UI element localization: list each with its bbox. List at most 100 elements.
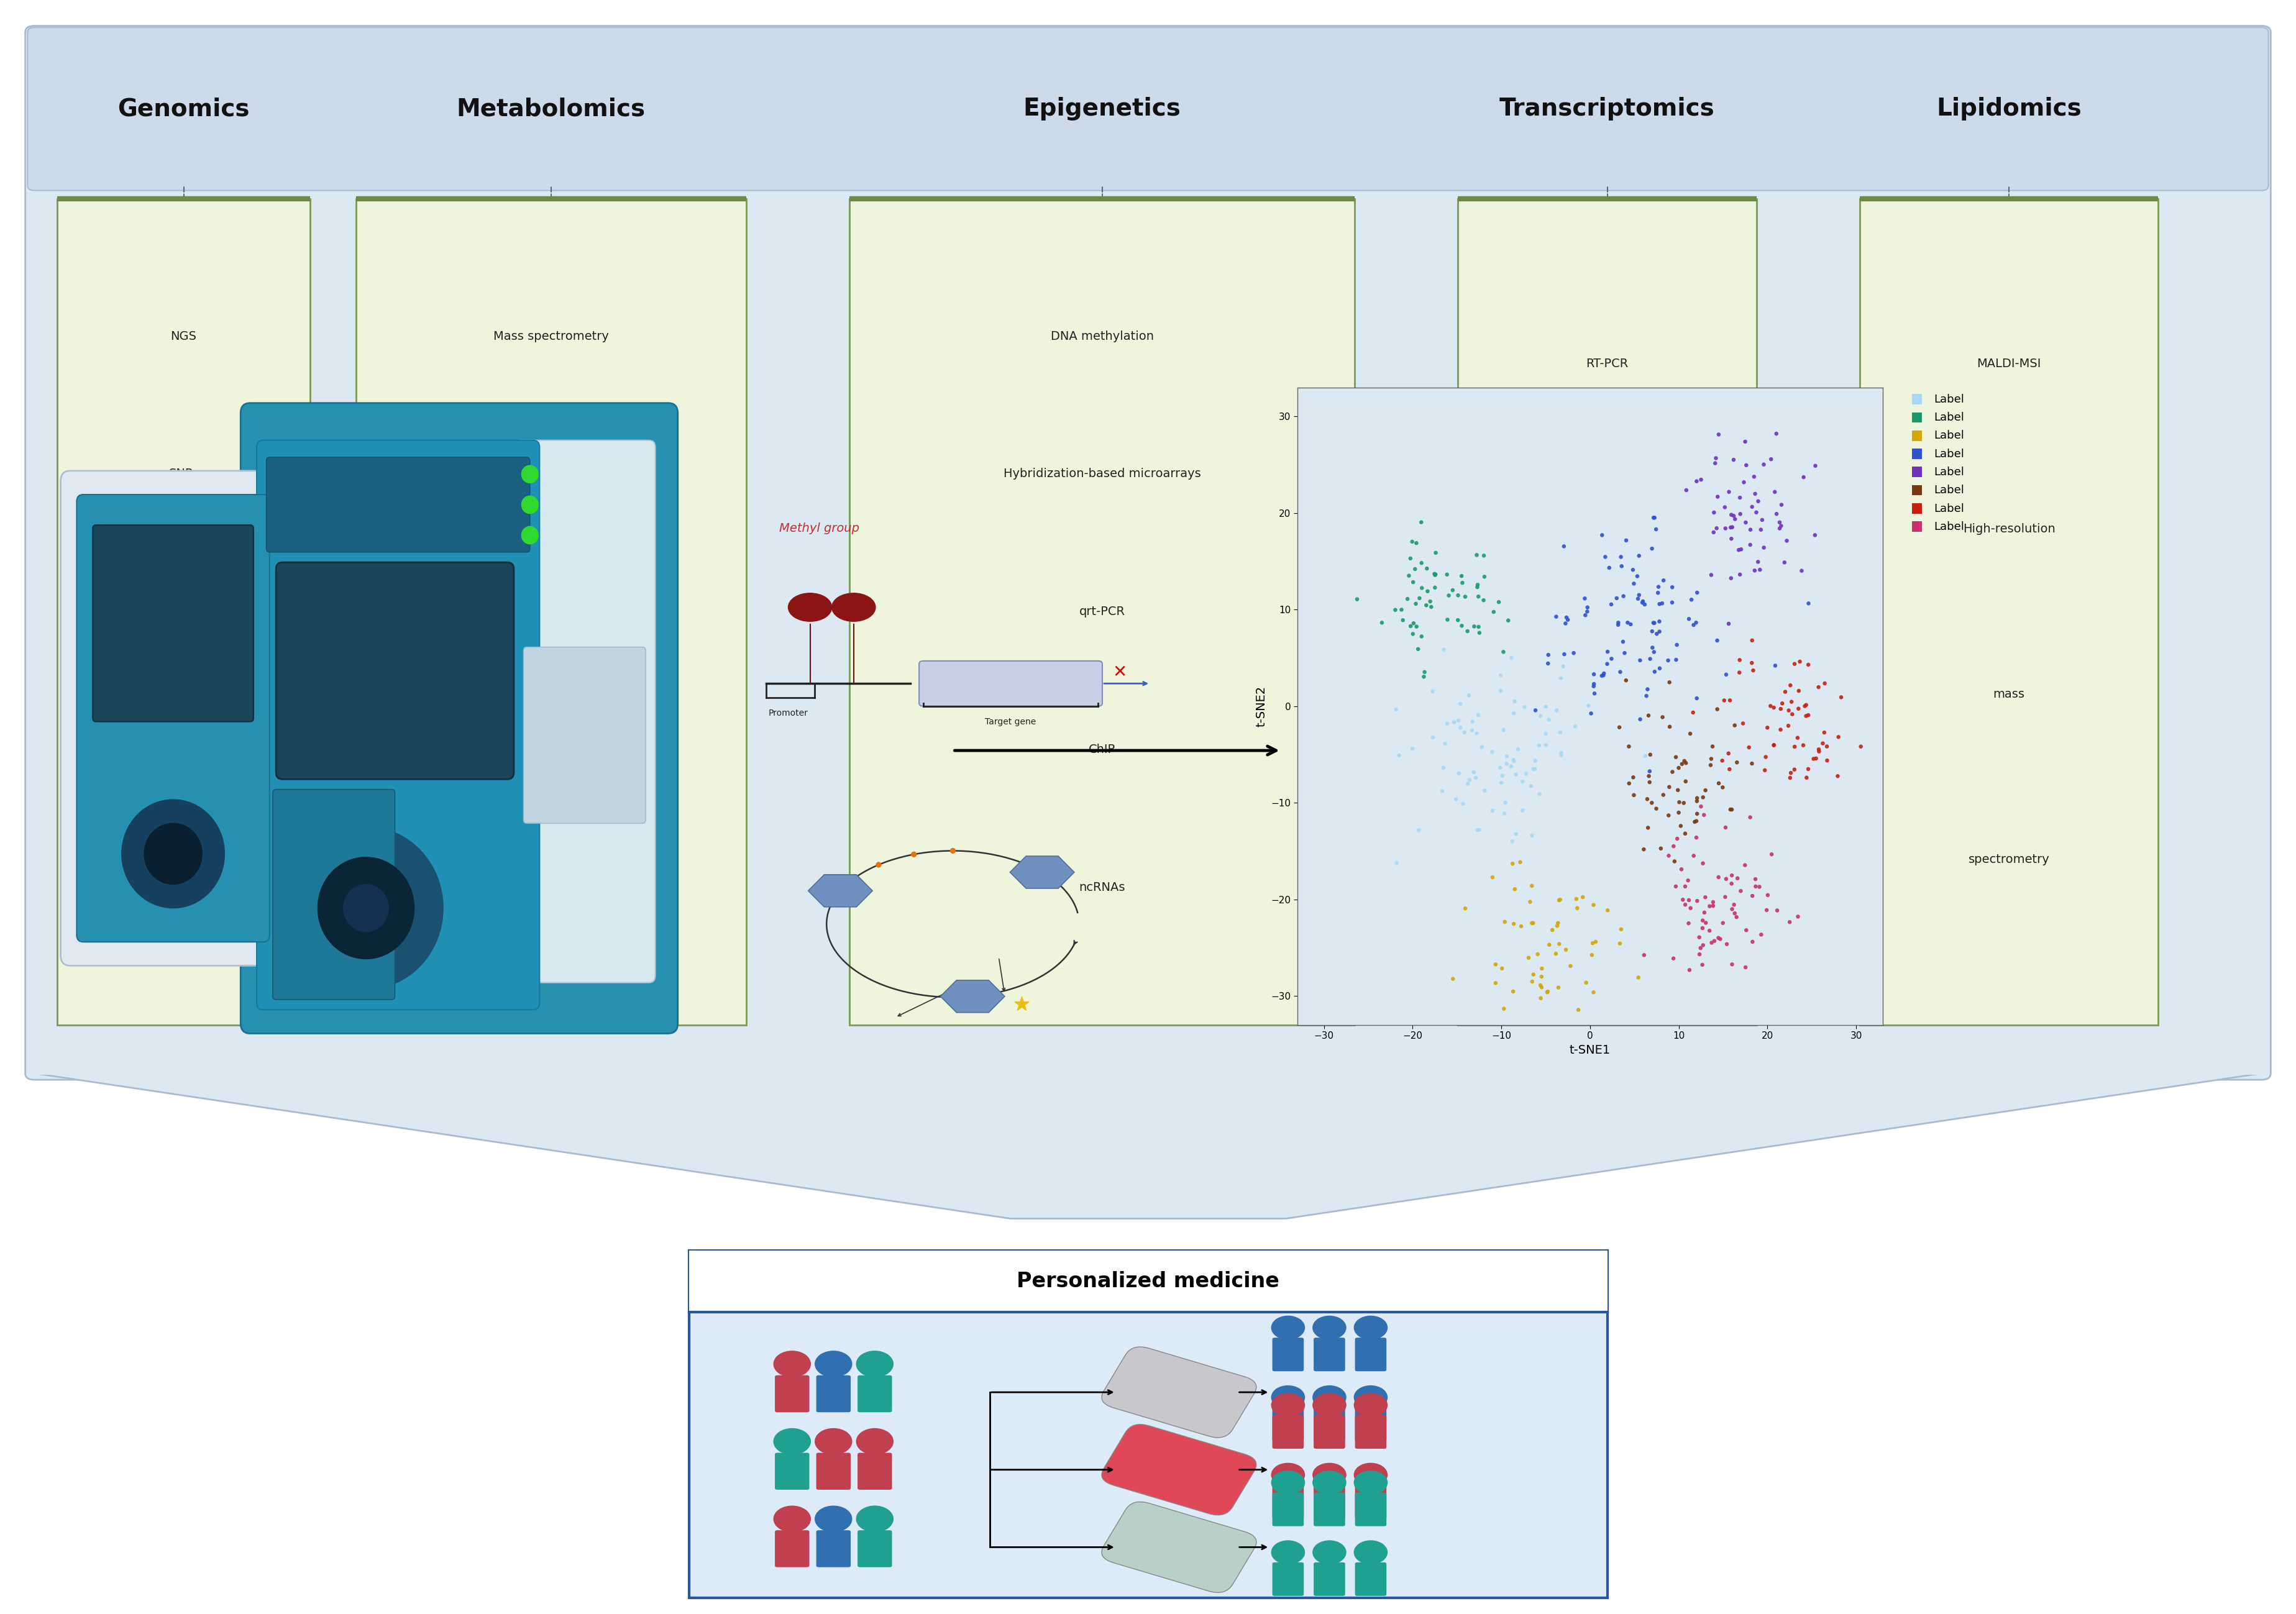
- Point: [1651, 802, 1688, 828]
- Point: [1603, 554, 1639, 579]
- Point: [1520, 733, 1557, 759]
- Point: [1655, 946, 1692, 972]
- Circle shape: [145, 823, 202, 884]
- Point: [1506, 694, 1543, 720]
- FancyBboxPatch shape: [1313, 1493, 1345, 1527]
- Point: [1768, 528, 1805, 554]
- Point: [1667, 478, 1704, 504]
- Point: [1435, 967, 1472, 993]
- Point: [1731, 533, 1768, 558]
- Point: [1759, 421, 1795, 447]
- Point: [1706, 688, 1743, 713]
- Point: [1660, 755, 1697, 781]
- FancyBboxPatch shape: [1355, 1493, 1387, 1527]
- Point: [1731, 804, 1768, 830]
- Point: [1607, 668, 1644, 694]
- Text: spectrometry: spectrometry: [1968, 854, 2050, 865]
- Point: [1584, 523, 1621, 549]
- Point: [1667, 820, 1704, 846]
- Point: [1486, 801, 1522, 826]
- Point: [1738, 499, 1775, 525]
- Point: [1570, 692, 1607, 718]
- Point: [1782, 649, 1818, 675]
- Point: [1488, 751, 1525, 776]
- Point: [1495, 851, 1531, 876]
- FancyBboxPatch shape: [1272, 1407, 1304, 1441]
- Point: [1713, 862, 1750, 888]
- Point: [1458, 817, 1495, 843]
- Point: [1747, 897, 1784, 923]
- Point: [1626, 836, 1662, 862]
- Point: [1743, 557, 1779, 583]
- Point: [1543, 742, 1580, 768]
- Ellipse shape: [815, 1506, 852, 1532]
- Point: [1642, 655, 1678, 681]
- Point: [1456, 613, 1492, 639]
- Point: [1424, 778, 1460, 804]
- Point: [1809, 747, 1846, 773]
- Point: [1554, 641, 1591, 667]
- Point: [1713, 526, 1750, 552]
- Text: High-resolution: High-resolution: [1963, 523, 2055, 534]
- Point: [1515, 910, 1552, 936]
- Point: [1630, 702, 1667, 728]
- Point: [1637, 505, 1674, 531]
- Point: [1637, 516, 1674, 542]
- Point: [1738, 873, 1775, 899]
- Ellipse shape: [774, 1428, 810, 1454]
- Point: [1515, 757, 1552, 783]
- Point: [1733, 650, 1770, 676]
- Point: [1667, 893, 1704, 918]
- Text: ChIP: ChIP: [1088, 744, 1116, 755]
- Point: [1398, 529, 1435, 555]
- Point: [1504, 797, 1541, 823]
- FancyBboxPatch shape: [25, 26, 2271, 1080]
- Point: [1660, 799, 1697, 825]
- Point: [1607, 641, 1644, 667]
- Point: [1713, 797, 1750, 823]
- Point: [1391, 613, 1428, 639]
- Point: [1527, 733, 1564, 759]
- Point: [1559, 997, 1596, 1023]
- Point: [1717, 712, 1754, 738]
- Point: [1440, 583, 1476, 608]
- Point: [1495, 978, 1531, 1004]
- Point: [1711, 479, 1747, 505]
- Point: [1653, 759, 1690, 784]
- Point: [1694, 733, 1731, 759]
- Point: [1791, 755, 1828, 781]
- Point: [1676, 809, 1713, 834]
- Point: [1614, 557, 1651, 583]
- Point: [1694, 893, 1731, 918]
- Point: [1678, 788, 1715, 813]
- Point: [1575, 893, 1612, 918]
- Point: [1614, 765, 1651, 791]
- Point: [1548, 610, 1584, 636]
- Text: Metabolomics: Metabolomics: [457, 97, 645, 121]
- Point: [1587, 660, 1623, 686]
- Ellipse shape: [1313, 1386, 1345, 1409]
- Point: [1545, 654, 1582, 679]
- Point: [1750, 883, 1786, 909]
- Point: [1609, 610, 1646, 636]
- Point: [1763, 492, 1800, 518]
- Point: [1621, 965, 1658, 991]
- Point: [1575, 662, 1612, 688]
- Point: [1736, 481, 1773, 507]
- Point: [1669, 910, 1706, 936]
- Point: [1508, 760, 1545, 786]
- Point: [1605, 583, 1642, 608]
- FancyBboxPatch shape: [241, 404, 677, 1033]
- Point: [1522, 781, 1559, 807]
- Point: [1756, 652, 1793, 678]
- Point: [1442, 715, 1479, 741]
- Point: [1740, 489, 1777, 515]
- Point: [1490, 607, 1527, 633]
- Point: [1518, 755, 1554, 781]
- Text: GWAS: GWAS: [165, 744, 202, 755]
- Point: [1511, 889, 1548, 915]
- Point: [1740, 873, 1777, 899]
- Point: [1713, 502, 1750, 528]
- Point: [1733, 628, 1770, 654]
- Point: [1394, 529, 1430, 555]
